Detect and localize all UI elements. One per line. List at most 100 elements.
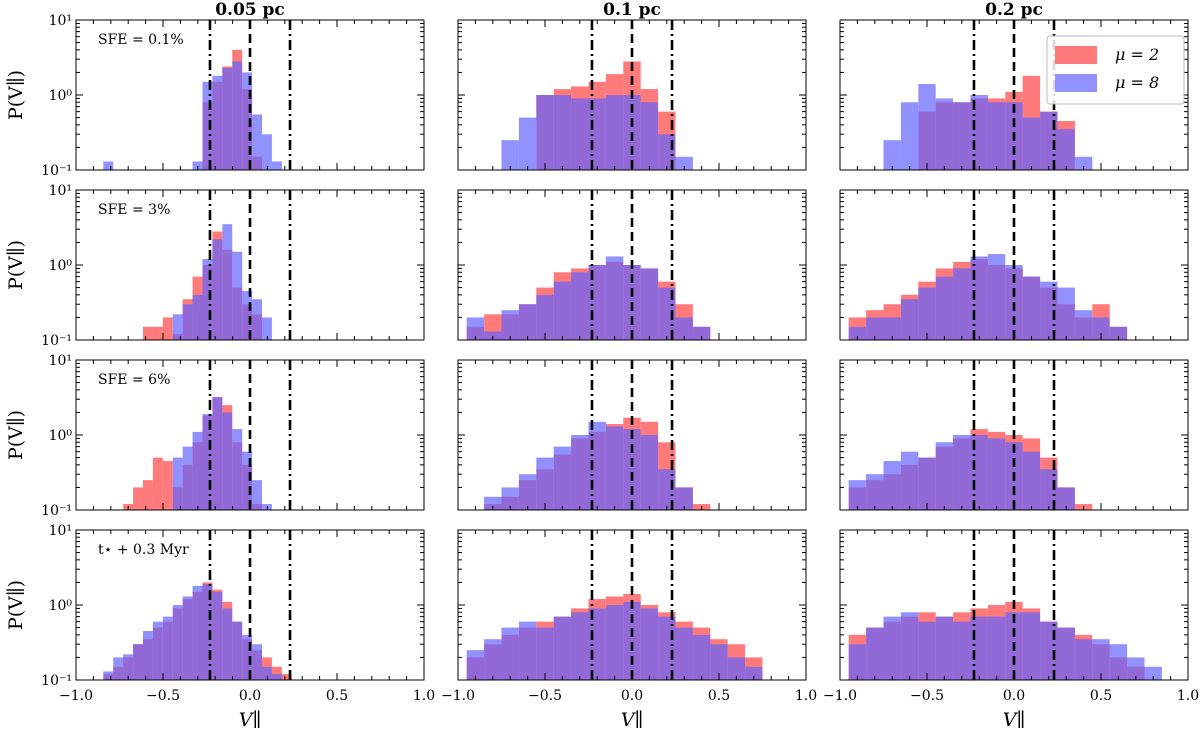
bar-mu8	[883, 317, 901, 340]
bar-mu8	[1109, 326, 1128, 340]
x-tick-label: −1.0	[441, 688, 475, 704]
bar-mu8	[172, 605, 183, 680]
bar-mu8	[692, 326, 711, 340]
bar-mu8	[152, 621, 163, 680]
bar-mu8	[202, 414, 213, 510]
bar-mu8	[935, 276, 954, 340]
x-tick-label: 1.0	[1177, 688, 1199, 704]
panel-r0-c1: 0.1 pc	[457, 0, 807, 171]
legend-swatch	[1055, 74, 1097, 92]
histogram-bars	[466, 594, 763, 680]
x-tick-label: 0.5	[708, 688, 730, 704]
bar-mu8	[588, 265, 606, 340]
panel-r0-c2: 0.2 pc μ = 2 μ = 8	[839, 0, 1189, 171]
bar-mu8	[658, 287, 676, 340]
x-axis-label: V∥	[1003, 709, 1026, 731]
bar-mu8	[1057, 287, 1075, 340]
bar-mu8	[953, 621, 971, 680]
bar-mu8	[900, 612, 919, 680]
bar-mu8	[935, 616, 954, 680]
x-axis-label: V∥	[621, 709, 644, 731]
bar-mu8	[1092, 639, 1110, 680]
bar-mu8	[536, 294, 554, 340]
bar-mu8	[953, 102, 971, 170]
x-tick-label: 1.0	[795, 688, 817, 704]
bar-mu8	[192, 585, 203, 680]
bar-mu8	[484, 639, 502, 680]
panel-r2-c2	[839, 359, 1189, 511]
bar-mu8	[202, 584, 213, 680]
panel-r3-c2: −1.0 −0.5 0.0 0.5 1.0 V∥	[823, 529, 1199, 731]
bar-mu8	[1092, 317, 1110, 340]
bar-mu8	[605, 426, 624, 510]
bar-mu8	[192, 294, 203, 340]
bar-mu8	[640, 608, 659, 680]
bar-mu8	[553, 95, 572, 170]
histogram-bars	[103, 582, 292, 680]
bar-mu8	[848, 644, 867, 680]
bar-mu8	[918, 457, 936, 510]
bar-mu8	[232, 61, 243, 170]
x-tick-label: −0.5	[146, 688, 180, 704]
row-annotation: SFE = 0.1%	[98, 32, 184, 48]
bar-mu8	[501, 140, 519, 170]
bar-mu8	[212, 239, 223, 340]
bar-mu8	[501, 487, 519, 510]
y-tick-label: 10⁰	[49, 428, 73, 444]
panel-r1-c1	[457, 189, 807, 341]
bar-mu8	[172, 314, 183, 340]
bar-mu8	[222, 412, 233, 510]
bar-mu8	[640, 268, 659, 340]
bar-mu8	[1022, 612, 1041, 680]
y-tick-label: 10⁰	[49, 598, 73, 614]
bar-mu8	[133, 644, 143, 680]
bar-mu8	[1040, 469, 1058, 510]
histogram-bars	[848, 254, 1128, 340]
histogram-bars	[484, 417, 711, 510]
histogram-bars	[883, 75, 1093, 170]
bar-mu8	[553, 281, 572, 340]
bar-mu8	[536, 457, 554, 510]
x-tick-label: −1.0	[823, 688, 857, 704]
bar-mu8	[588, 608, 606, 680]
y-axis-label: P(V∥)	[5, 70, 27, 120]
bar-mu8	[536, 95, 554, 170]
bar-mu8	[623, 429, 641, 510]
column-title: 0.1 pc	[603, 0, 661, 20]
bar-mu8	[271, 161, 282, 170]
bar-mu8	[935, 442, 954, 510]
panel-r3-c1: −1.0 −0.5 0.0 0.5 1.0 V∥	[441, 529, 817, 731]
bar-mu8	[571, 612, 589, 680]
legend-swatch	[1055, 46, 1097, 64]
bar-mu2	[281, 674, 292, 680]
row-annotation: SFE = 3%	[98, 202, 170, 218]
bar-mu8	[900, 102, 919, 170]
bar-mu8	[518, 474, 537, 510]
bar-mu8	[242, 634, 253, 680]
bar-mu8	[1074, 310, 1093, 340]
y-tick-label: 10¹	[49, 523, 72, 539]
bar-mu8	[692, 634, 711, 680]
y-tick-label: 10⁻¹	[41, 503, 72, 519]
bar-mu8	[252, 114, 263, 170]
bar-mu8	[262, 317, 272, 340]
bar-mu8	[262, 666, 272, 680]
panel-r2-c0: 10⁻¹ 10⁰ 10¹ P(V∥) SFE = 6%	[5, 353, 425, 519]
bar-mu8	[518, 621, 537, 680]
bar-mu8	[232, 429, 243, 510]
histogram-bars	[848, 429, 1093, 510]
bar-mu8	[1074, 639, 1093, 680]
bar-mu8	[918, 621, 936, 680]
histogram-bars	[848, 601, 1162, 680]
x-tick-label: −0.5	[910, 688, 944, 704]
bar-mu8	[1109, 644, 1128, 680]
bar-mu8	[123, 654, 134, 680]
bar-mu2	[133, 487, 143, 510]
bar-mu2	[152, 457, 163, 510]
bar-mu8	[675, 487, 693, 510]
x-tick-label: −1.0	[59, 688, 93, 704]
bar-mu8	[953, 268, 971, 340]
bar-mu8	[553, 446, 572, 510]
row-annotation: SFE = 6%	[98, 372, 170, 388]
